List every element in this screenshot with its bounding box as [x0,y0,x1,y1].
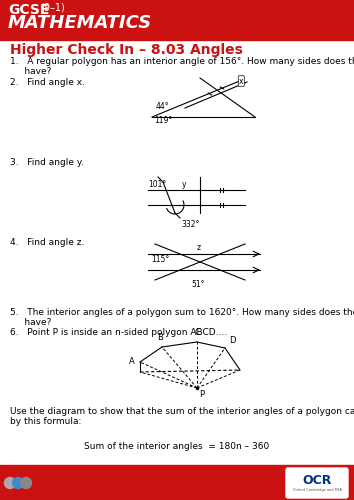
Text: x: x [239,76,244,86]
Text: 4.   Find angle z.: 4. Find angle z. [10,238,84,247]
Text: MATHEMATICS: MATHEMATICS [8,14,152,32]
Text: 6.   Point P is inside an n-sided polygon ABCD….: 6. Point P is inside an n-sided polygon … [10,328,227,337]
Text: z: z [197,243,201,252]
Text: 101°: 101° [148,180,166,189]
Text: GCSE: GCSE [8,3,49,17]
Text: y: y [182,180,187,189]
Text: 44°: 44° [156,102,170,111]
Bar [0,465,354,500]
Text: Oxford Cambridge and RSA: Oxford Cambridge and RSA [292,488,342,492]
Text: 2.   Find angle x.: 2. Find angle x. [10,78,85,87]
Text: 51°: 51° [191,280,205,289]
Text: P: P [199,390,204,399]
Text: 119°: 119° [154,116,172,125]
Text: 3.   Find angle y.: 3. Find angle y. [10,158,84,167]
Circle shape [21,478,32,488]
Text: Higher Check In – 8.03 Angles: Higher Check In – 8.03 Angles [10,43,243,57]
Text: 1.   A regular polygon has an interior angle of 156°. How many sides does the po: 1. A regular polygon has an interior ang… [10,57,354,76]
Text: Use the diagram to show that the sum of the interior angles of a polygon can be : Use the diagram to show that the sum of … [10,407,354,426]
Text: D: D [229,336,235,345]
Circle shape [12,478,23,488]
Text: 5.   The interior angles of a polygon sum to 1620°. How many sides does the poly: 5. The interior angles of a polygon sum … [10,308,354,328]
Text: B: B [157,333,163,342]
Text: Sum of the interior angles  = 180n – 360: Sum of the interior angles = 180n – 360 [84,442,270,451]
Text: 332°: 332° [181,220,199,229]
FancyBboxPatch shape [286,468,348,498]
Text: OCR: OCR [302,474,332,486]
Text: (9–1): (9–1) [40,3,65,13]
Text: C: C [194,328,200,337]
Text: A: A [129,358,135,366]
Circle shape [5,478,16,488]
Text: 115°: 115° [151,254,169,264]
Bar [0,0,354,40]
